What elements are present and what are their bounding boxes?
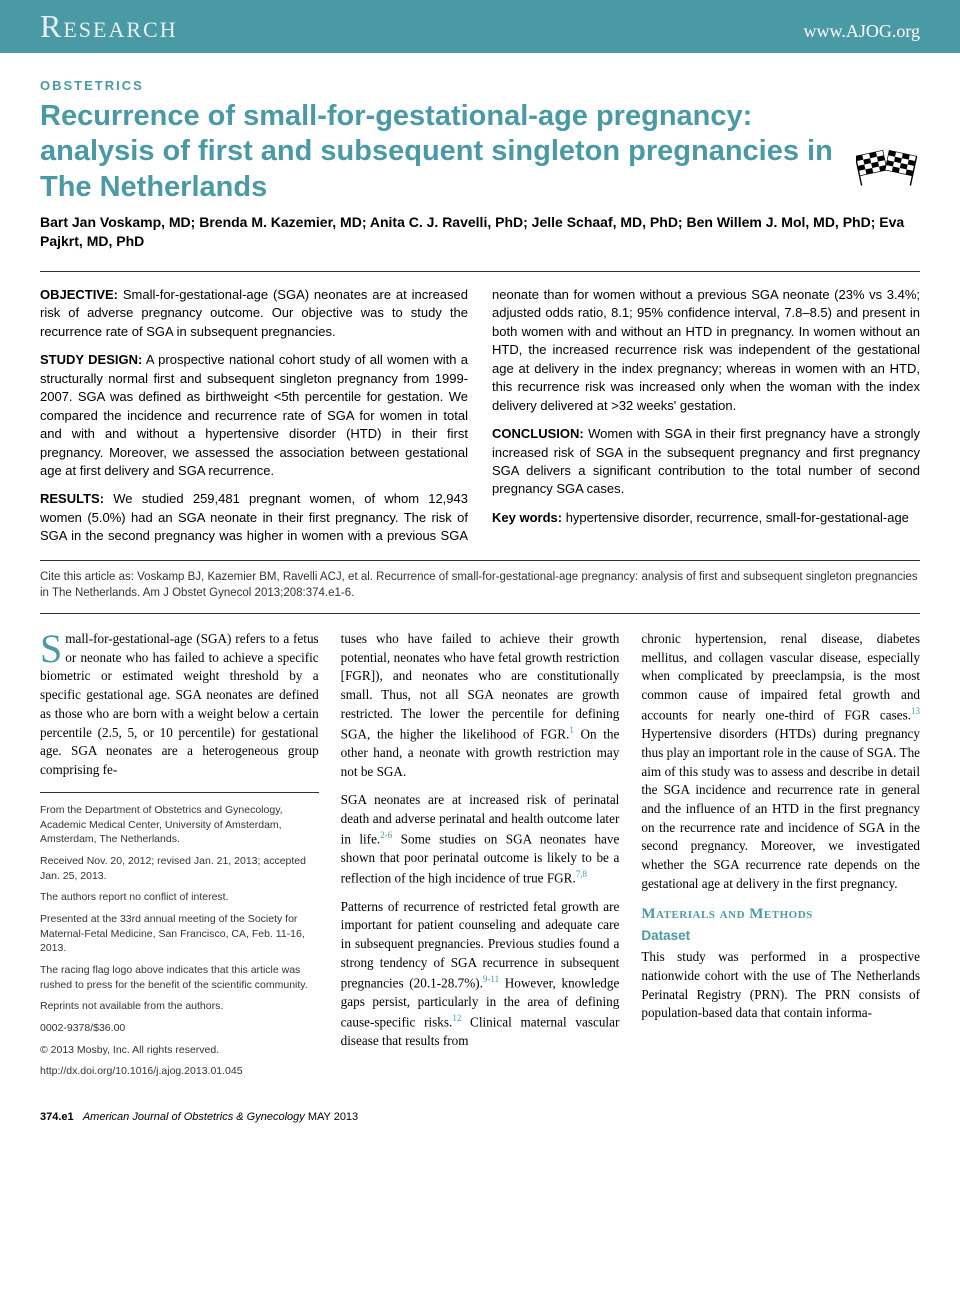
author-list: Bart Jan Voskamp, MD; Brenda M. Kazemier… <box>40 213 920 251</box>
conclusion-label: CONCLUSION: <box>492 426 584 441</box>
keywords-text: hypertensive disorder, recurrence, small… <box>562 510 909 525</box>
journal-header: Research www.AJOG.org <box>0 0 960 53</box>
body-para-3: SGA neonates are at increased risk of pe… <box>341 791 620 887</box>
page-number: 374.e1 <box>40 1111 74 1123</box>
objective-label: OBJECTIVE: <box>40 287 118 302</box>
article-category: OBSTETRICS <box>40 78 920 93</box>
journal-name: American Journal of Obstetrics & Gynecol… <box>83 1111 305 1123</box>
article-content: OBSTETRICS Recurrence of small-for-gesta… <box>0 53 960 1101</box>
affil-dates: Received Nov. 20, 2012; revised Jan. 21,… <box>40 854 319 883</box>
body-column-3: chronic hypertension, renal disease, dia… <box>641 630 920 1086</box>
ref-9-11[interactable]: 9-11 <box>483 974 499 984</box>
affiliation-block: From the Department of Obstetrics and Gy… <box>40 803 319 1079</box>
affil-flag-note: The racing flag logo above indicates tha… <box>40 963 319 992</box>
citation-line: Cite this article as: Voskamp BJ, Kazemi… <box>40 561 920 614</box>
issue-date: MAY 2013 <box>305 1111 358 1123</box>
ref-13[interactable]: 13 <box>911 706 920 716</box>
research-section-label: Research <box>40 8 178 45</box>
body-text-columns: Small-for-gestational-age (SGA) refers t… <box>40 630 920 1086</box>
keywords-label: Key words: <box>492 510 562 525</box>
title-row: Recurrence of small-for-gestational-age … <box>40 99 920 213</box>
body-para-6: This study was performed in a prospectiv… <box>641 948 920 1023</box>
body-para-5: chronic hypertension, renal disease, dia… <box>641 630 920 894</box>
dropcap: S <box>40 630 65 665</box>
body-para-1: Small-for-gestational-age (SGA) refers t… <box>40 630 319 780</box>
design-label: STUDY DESIGN: <box>40 352 142 367</box>
affil-reprints: Reprints not available from the authors. <box>40 999 319 1014</box>
abstract-objective: OBJECTIVE: Small-for-gestational-age (SG… <box>40 286 468 341</box>
materials-methods-heading: Materials and Methods <box>641 904 920 925</box>
abstract-block: OBJECTIVE: Small-for-gestational-age (SG… <box>40 271 920 561</box>
affil-issn: 0002-9378/$36.00 <box>40 1021 319 1036</box>
page-footer: 374.e1 American Journal of Obstetrics & … <box>0 1101 960 1137</box>
affil-presented: Presented at the 33rd annual meeting of … <box>40 912 319 956</box>
racing-flag-icon <box>856 149 920 194</box>
abstract-conclusion: CONCLUSION: Women with SGA in their firs… <box>492 425 920 499</box>
abstract-design: STUDY DESIGN: A prospective national coh… <box>40 351 468 480</box>
body-column-2: tuses who have failed to achieve their g… <box>341 630 620 1086</box>
affil-dept: From the Department of Obstetrics and Gy… <box>40 803 319 847</box>
body-column-1: Small-for-gestational-age (SGA) refers t… <box>40 630 319 1086</box>
ref-7-8[interactable]: 7,8 <box>576 869 587 879</box>
affiliation-divider <box>40 792 319 793</box>
body-para-1-text: mall-for-gestational-age (SGA) refers to… <box>40 631 319 777</box>
body-para-2: tuses who have failed to achieve their g… <box>341 630 620 781</box>
results-label: RESULTS: <box>40 491 104 506</box>
affil-doi[interactable]: http://dx.doi.org/10.1016/j.ajog.2013.01… <box>40 1064 319 1079</box>
body-para-5a: chronic hypertension, renal disease, dia… <box>641 631 920 722</box>
affil-conflict: The authors report no conflict of intere… <box>40 890 319 905</box>
affil-copyright: © 2013 Mosby, Inc. All rights reserved. <box>40 1043 319 1058</box>
body-para-4: Patterns of recurrence of restricted fet… <box>341 898 620 1051</box>
abstract-keywords: Key words: hypertensive disorder, recurr… <box>492 509 920 527</box>
body-para-2a: tuses who have failed to achieve their g… <box>341 631 620 741</box>
design-text: A prospective national cohort study of a… <box>40 352 468 478</box>
dataset-subheading: Dataset <box>641 926 920 945</box>
article-title: Recurrence of small-for-gestational-age … <box>40 99 836 205</box>
ref-12[interactable]: 12 <box>452 1013 461 1023</box>
journal-website[interactable]: www.AJOG.org <box>804 21 921 42</box>
body-para-5b: Hypertensive disorders (HTDs) during pre… <box>641 726 920 891</box>
ref-2-6[interactable]: 2-6 <box>380 830 392 840</box>
